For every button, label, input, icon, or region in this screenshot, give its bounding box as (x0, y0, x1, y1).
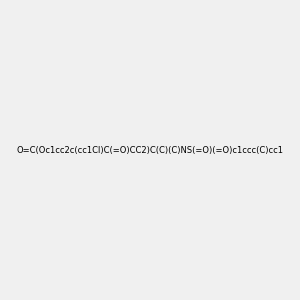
Text: O=C(Oc1cc2c(cc1Cl)C(=O)CC2)C(C)(C)NS(=O)(=O)c1ccc(C)cc1: O=C(Oc1cc2c(cc1Cl)C(=O)CC2)C(C)(C)NS(=O)… (16, 146, 283, 154)
